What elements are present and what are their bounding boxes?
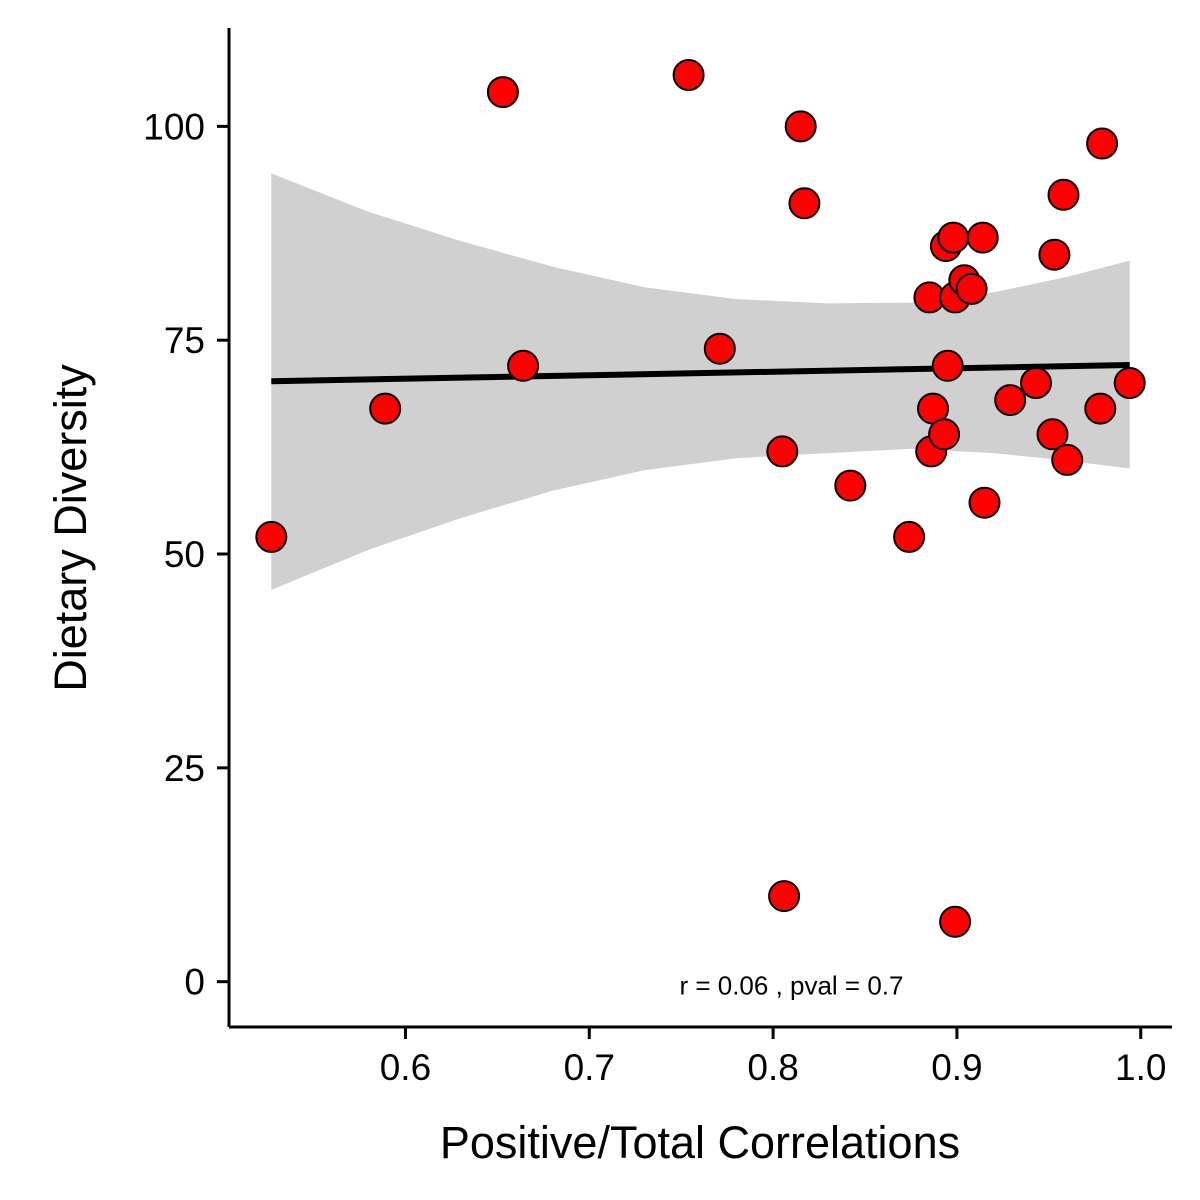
- data-point: [369, 392, 402, 425]
- data-point: [1036, 418, 1069, 451]
- data-point: [672, 59, 705, 91]
- confidence-band-layer: [271, 173, 1130, 590]
- data-point: [1051, 443, 1084, 476]
- confidence-band: [271, 173, 1130, 590]
- data-point: [486, 76, 519, 109]
- correlation-annotation: r = 0.06 , pval = 0.7: [679, 971, 903, 1001]
- data-point: [834, 469, 867, 502]
- data-point: [1047, 178, 1080, 211]
- data-point: [1113, 367, 1146, 399]
- data-point: [994, 384, 1027, 417]
- data-point: [768, 880, 801, 913]
- y-axis-ticks: 0 25 50 75 100: [143, 106, 229, 1003]
- data-point: [255, 520, 288, 553]
- x-tick-label: 1.0: [1115, 1047, 1166, 1088]
- x-tick-label: 0.6: [380, 1047, 431, 1088]
- y-tick-label: 50: [164, 534, 205, 575]
- data-point: [893, 520, 926, 553]
- data-point: [939, 905, 972, 938]
- data-point: [955, 272, 988, 305]
- data-point: [788, 187, 821, 220]
- y-tick-label: 0: [184, 962, 205, 1003]
- x-tick-label: 0.7: [564, 1047, 615, 1088]
- x-tick-label: 0.9: [931, 1047, 982, 1088]
- y-axis-title: Dietary Diversity: [45, 364, 96, 692]
- data-point: [931, 349, 964, 382]
- y-tick-label: 25: [164, 748, 205, 789]
- data-point: [928, 418, 961, 451]
- x-tick-label: 0.8: [747, 1047, 798, 1088]
- data-point: [703, 332, 736, 365]
- data-point: [1020, 367, 1052, 399]
- data-point: [966, 221, 999, 254]
- regression-line: [271, 361, 1130, 385]
- data-points: [255, 59, 1146, 938]
- data-point: [937, 221, 970, 254]
- data-point: [968, 486, 1001, 519]
- data-point: [507, 349, 540, 382]
- data-point: [1038, 238, 1071, 271]
- x-axis-title: Positive/Total Correlations: [440, 1117, 960, 1168]
- data-point: [1086, 127, 1119, 160]
- y-tick-label: 75: [164, 320, 205, 361]
- data-point: [784, 110, 817, 143]
- y-tick-label: 100: [143, 106, 205, 147]
- x-axis-ticks: 0.6 0.7 0.8 0.9 1.0: [380, 1027, 1166, 1088]
- data-point: [1084, 392, 1117, 425]
- regression-line-layer: [271, 361, 1130, 385]
- data-point: [766, 435, 799, 468]
